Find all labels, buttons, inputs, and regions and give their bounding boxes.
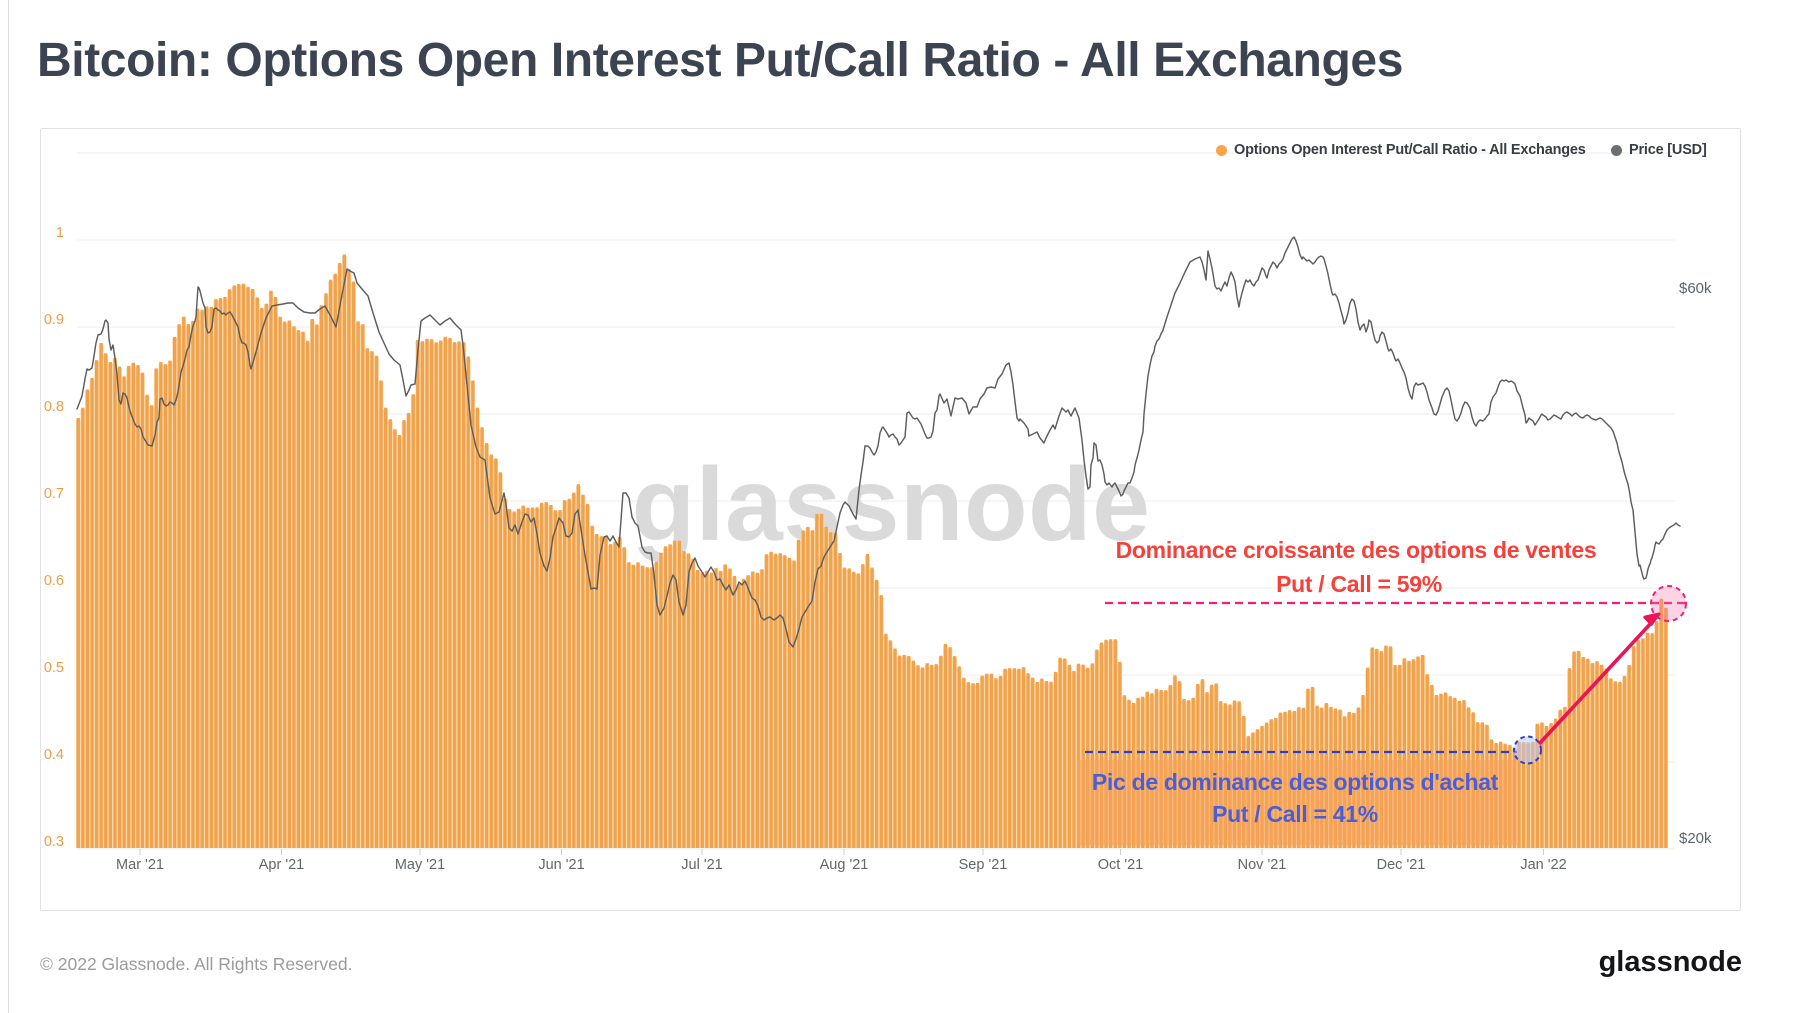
svg-text:$60k: $60k — [1679, 280, 1712, 297]
svg-text:Pic de dominance des options d: Pic de dominance des options d'achat — [1092, 769, 1499, 795]
svg-text:0.7: 0.7 — [44, 486, 64, 502]
svg-text:Dominance croissante des optio: Dominance croissante des options de vent… — [1116, 537, 1597, 563]
svg-text:Aug '21: Aug '21 — [820, 857, 869, 873]
svg-text:0.5: 0.5 — [44, 660, 64, 676]
svg-text:0.3: 0.3 — [44, 834, 64, 850]
svg-text:May '21: May '21 — [395, 857, 445, 873]
svg-text:Jul '21: Jul '21 — [681, 857, 722, 873]
svg-text:Dec '21: Dec '21 — [1377, 857, 1426, 873]
svg-text:1: 1 — [56, 225, 64, 241]
svg-text:Mar '21: Mar '21 — [116, 857, 164, 873]
svg-text:Put / Call = 41%: Put / Call = 41% — [1212, 801, 1378, 827]
svg-text:Oct '21: Oct '21 — [1098, 857, 1143, 873]
svg-text:Apr '21: Apr '21 — [259, 857, 305, 873]
svg-text:0.4: 0.4 — [44, 747, 64, 763]
svg-text:0.6: 0.6 — [44, 573, 64, 589]
svg-text:Nov '21: Nov '21 — [1238, 857, 1287, 873]
svg-text:glassnode: glassnode — [632, 447, 1151, 563]
svg-text:0.8: 0.8 — [44, 399, 64, 415]
svg-text:Jan '22: Jan '22 — [1520, 857, 1566, 873]
svg-text:Put / Call = 59%: Put / Call = 59% — [1276, 571, 1442, 597]
svg-text:0.9: 0.9 — [44, 312, 64, 328]
svg-text:$20k: $20k — [1679, 830, 1712, 847]
svg-text:Jun '21: Jun '21 — [538, 857, 584, 873]
svg-text:Sep '21: Sep '21 — [959, 857, 1008, 873]
